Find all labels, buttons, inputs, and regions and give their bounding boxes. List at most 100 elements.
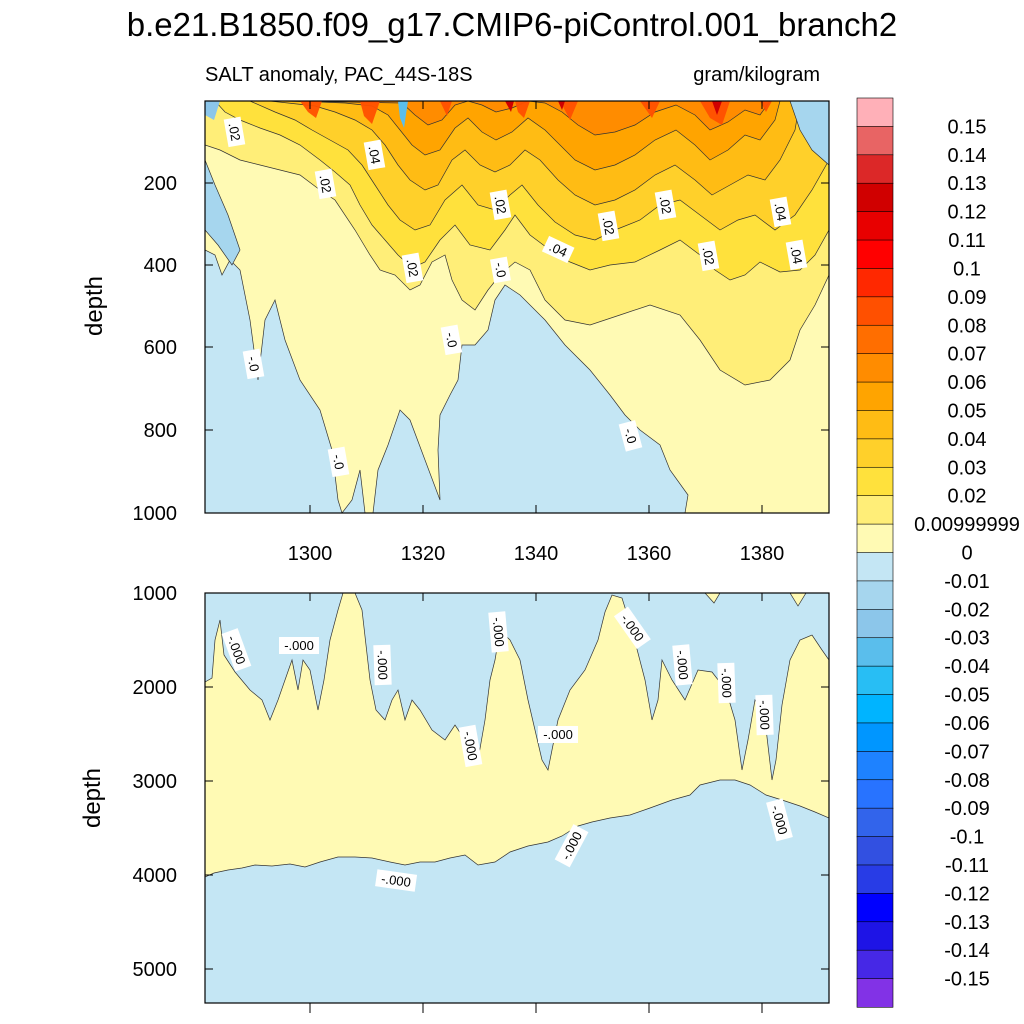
contour-label: .04	[788, 245, 806, 265]
colorbar-label: -0.03	[944, 628, 990, 650]
colorbar-swatch	[856, 694, 894, 724]
lower-panel: 1000 2000 3000 4000 5000 depth -.000 -.0…	[79, 583, 830, 1013]
colorbar-label: -0.09	[944, 798, 990, 820]
colorbar-label: 0	[961, 543, 972, 565]
upper-contour-labels: .02 .04 .02 -.0 -.0 -.0 .04 .02 .02 .04 …	[223, 116, 808, 478]
colorbar-swatch	[856, 722, 894, 752]
contour-label: -.0	[492, 261, 509, 279]
colorbar-swatch	[856, 296, 894, 326]
upper-region-negative-spot	[398, 101, 408, 128]
upper-region-negative-left	[205, 159, 241, 266]
colorbar-label: -0.14	[944, 940, 990, 962]
colorbar-swatch	[856, 893, 894, 923]
colorbar-label: -0.05	[944, 685, 990, 707]
colorbar-label: -0.12	[944, 883, 990, 905]
contour-label: .04	[547, 239, 570, 260]
upper-region-0.08	[300, 101, 772, 125]
colorbar-label: -0.07	[944, 741, 990, 763]
colorbar-swatch	[856, 779, 894, 809]
colorbar	[856, 97, 894, 1008]
colorbar-swatch	[856, 381, 894, 412]
contour-label: -.0	[330, 453, 347, 471]
lower-ytick-label: 2000	[133, 677, 178, 699]
colorbar-label: 0.04	[948, 429, 987, 451]
colorbar-labels: 0.15 0.14 0.13 0.12 0.11 0.1 0.09 0.08 0.07 0.06 0…	[914, 116, 1020, 990]
colorbar-label: 0.14	[948, 145, 987, 167]
colorbar-label: 0.05	[948, 401, 987, 423]
upper-contour-fill	[205, 101, 829, 513]
colorbar-swatch	[856, 552, 894, 582]
colorbar-swatch	[856, 609, 894, 639]
colorbar-label: -0.04	[944, 656, 990, 678]
contour-label: -.000	[768, 804, 790, 837]
contour-label: .02	[404, 258, 422, 278]
xtick-label: 1380	[740, 543, 785, 565]
colorbar-swatch	[856, 949, 894, 980]
colorbar-label: 0.13	[948, 173, 987, 195]
colorbar-label: -0.01	[944, 571, 990, 593]
lower-region-positive	[205, 593, 829, 878]
upper-panel: 200 400 600 800 1000 depth 1300 1320 134…	[81, 100, 830, 565]
colorbar-swatch	[856, 211, 894, 241]
colorbar-label: 0.15	[948, 116, 987, 138]
xtick-label: 1320	[401, 543, 446, 565]
colorbar-label: 0.00999999	[914, 514, 1020, 536]
xtick-label: 1300	[288, 543, 333, 565]
contour-label: -.0	[621, 427, 639, 446]
colorbar-label: 0.11	[948, 230, 985, 252]
lower-contour-labels: -.000 -.000 -.000 -.000 -.000 -.000 -.00…	[221, 606, 793, 892]
upper-ytick-label: 400	[144, 255, 177, 277]
contour-label: -.000	[284, 638, 314, 653]
colorbar-swatch	[856, 495, 894, 525]
colorbar-swatch	[856, 268, 894, 298]
colorbar-swatch	[856, 665, 894, 696]
colorbar-label: -0.02	[944, 599, 990, 621]
lower-y-axis	[205, 686, 829, 970]
colorbar-swatch	[856, 466, 894, 497]
contour-label: -.000	[756, 700, 772, 730]
contour-label: .04	[366, 145, 384, 165]
upper-ytick-label: 800	[144, 420, 177, 442]
colorbar-swatch	[856, 154, 894, 184]
lower-region-positive-top	[704, 593, 807, 607]
contour-label: -.000	[490, 617, 508, 648]
lower-ytick-label: 1000	[133, 583, 178, 605]
contour-label: .02	[657, 195, 675, 215]
contour-label: -.000	[718, 668, 734, 698]
colorbar-swatch	[856, 126, 894, 156]
upper-region-negative-right	[789, 101, 829, 166]
colorbar-label: 0.03	[948, 457, 987, 479]
contour-label: .02	[317, 174, 335, 194]
colorbar-swatch	[856, 580, 894, 610]
colorbar-label: 0.07	[948, 344, 987, 366]
colorbar-label: -0.06	[944, 713, 990, 735]
upper-x-axis	[309, 101, 763, 513]
contour-label: .02	[492, 195, 510, 215]
upper-ytick-label: 1000	[133, 503, 178, 525]
lower-contour-fill	[205, 593, 829, 1003]
xtick-label: 1360	[627, 543, 672, 565]
contour-label: -.0	[245, 355, 262, 373]
chart-title: b.e21.B1850.f09_g17.CMIP6-piControl.001_…	[127, 6, 898, 43]
colorbar-swatch	[856, 353, 894, 383]
colorbar-swatch	[856, 921, 894, 951]
lower-ytick-label: 5000	[133, 959, 178, 981]
colorbar-label: 0.02	[948, 486, 987, 508]
contour-label: .02	[700, 246, 718, 266]
units-subtitle: gram/kilogram	[693, 64, 820, 86]
contour-label: -.000	[461, 730, 481, 762]
contour-label: -.0	[443, 331, 460, 349]
colorbar-label: 0.12	[948, 202, 987, 224]
colorbar-swatch	[856, 438, 894, 468]
contour-label: -.000	[674, 650, 692, 681]
left-subtitle: SALT anomaly, PAC_44S-18S	[205, 64, 473, 86]
lower-ylabel: depth	[79, 768, 106, 828]
colorbar-swatch	[856, 97, 894, 128]
colorbar-label: -0.08	[944, 770, 990, 792]
colorbar-label: -0.13	[944, 912, 990, 934]
colorbar-swatch	[856, 836, 894, 866]
colorbar-swatch	[856, 978, 894, 1008]
contour-label: -.000	[543, 727, 573, 742]
colorbar-label: -0.15	[944, 969, 990, 991]
